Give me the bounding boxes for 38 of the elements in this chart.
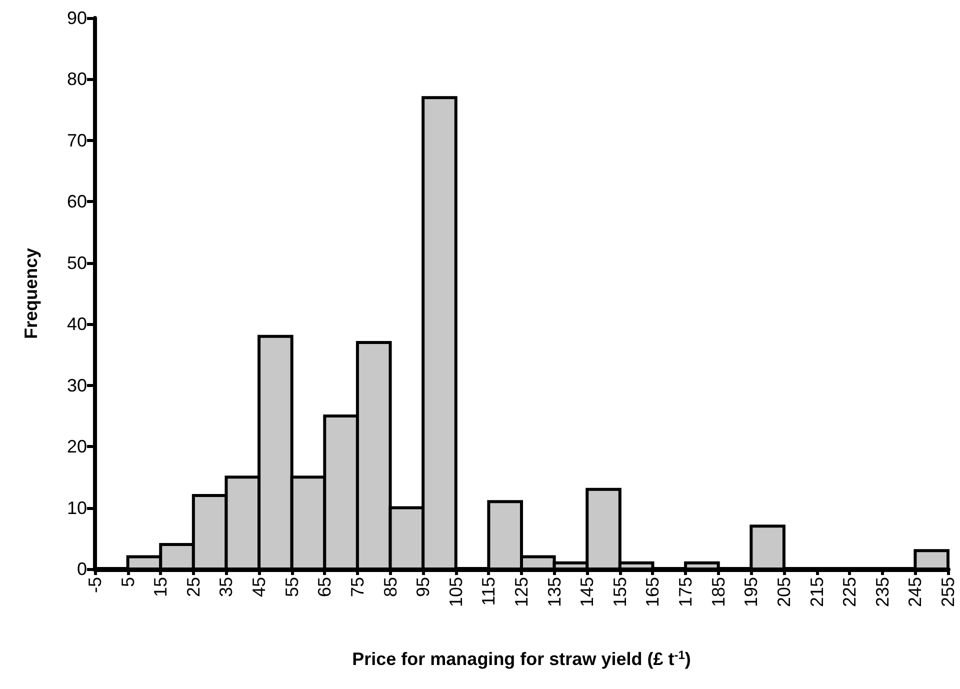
x-tick-label: 25 — [183, 577, 204, 598]
x-tick-label: 5 — [118, 577, 138, 588]
y-tick-label: 60 — [66, 192, 87, 212]
y-tick-label: 90 — [66, 8, 87, 28]
x-tick-label: 135 — [544, 577, 564, 608]
y-tick-label: 40 — [66, 314, 87, 334]
x-tick-label: 165 — [642, 577, 663, 608]
x-tick-label: 95 — [413, 577, 434, 598]
x-tick-label: 85 — [380, 577, 400, 598]
y-tick-label: 0 — [76, 559, 87, 579]
x-tick-label: 205 — [774, 577, 794, 608]
x-tick-label: 45 — [249, 577, 270, 598]
y-axis-title: Frequency — [21, 248, 41, 340]
x-tick-label: 105 — [446, 577, 466, 608]
y-tick-label: 50 — [66, 252, 87, 273]
x-tick-label: 115 — [478, 577, 499, 606]
x-tick-label: 185 — [708, 577, 728, 608]
y-tick-label: 80 — [66, 69, 87, 90]
x-tick-label: 245 — [905, 577, 926, 608]
y-tick-label: 10 — [66, 498, 87, 518]
x-tick-label: 75 — [347, 577, 368, 598]
x-tick-label: 255 — [938, 577, 958, 608]
x-tick-label: 55 — [282, 577, 302, 598]
x-tick-label: 145 — [577, 577, 598, 608]
y-tick-label: 20 — [66, 436, 87, 457]
x-tick-label: 175 — [676, 577, 696, 608]
x-tick-label: 225 — [840, 577, 860, 608]
x-tick-label: 215 — [806, 577, 827, 608]
x-tick-label: 125 — [512, 577, 532, 608]
x-tick-label: 235 — [872, 577, 892, 608]
x-tick-label: -5 — [85, 577, 105, 594]
x-tick-label: 65 — [314, 577, 335, 598]
x-tick-label: 15 — [150, 577, 171, 598]
y-tick-label: 30 — [66, 375, 87, 396]
x-tick-label: 35 — [216, 577, 236, 598]
y-tick-label: 70 — [66, 130, 87, 150]
x-tick-label: 155 — [610, 577, 630, 608]
x-tick-label: 195 — [741, 577, 762, 608]
